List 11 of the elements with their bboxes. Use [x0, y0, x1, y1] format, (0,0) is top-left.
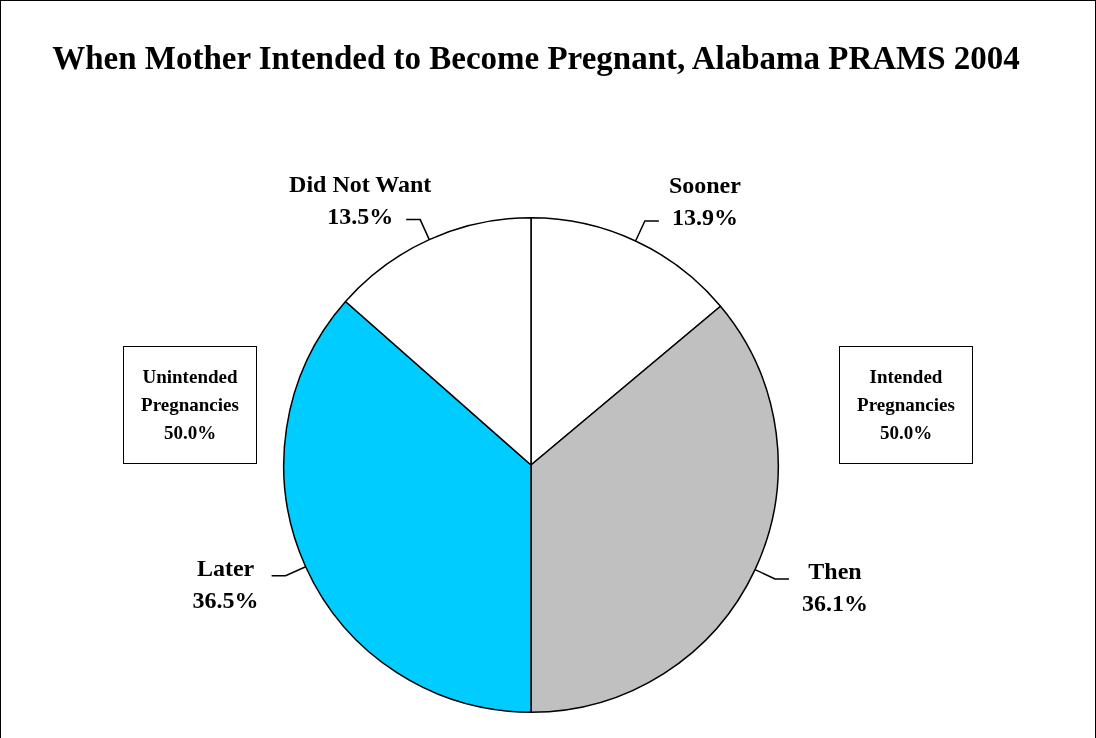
data-label: 13.5%: [327, 202, 394, 229]
slice-label: Later: [196, 555, 255, 581]
data-label: 13.9%: [671, 204, 738, 231]
data-label: 36.5%: [192, 587, 259, 613]
slice-label: Did Not Want: [289, 170, 432, 197]
text: Intended Pregnancies 50.0%: [839, 346, 973, 464]
chart-title: When Mother Intended to Become Pregnant, Alabama PRAMS 2004: [51, 39, 1021, 78]
slice-label: Sooner: [668, 172, 742, 199]
slice-label: Then: [808, 558, 862, 585]
data-label: 36.1%: [801, 590, 868, 617]
text: Unintended Pregnancies 50.0%: [123, 346, 257, 464]
